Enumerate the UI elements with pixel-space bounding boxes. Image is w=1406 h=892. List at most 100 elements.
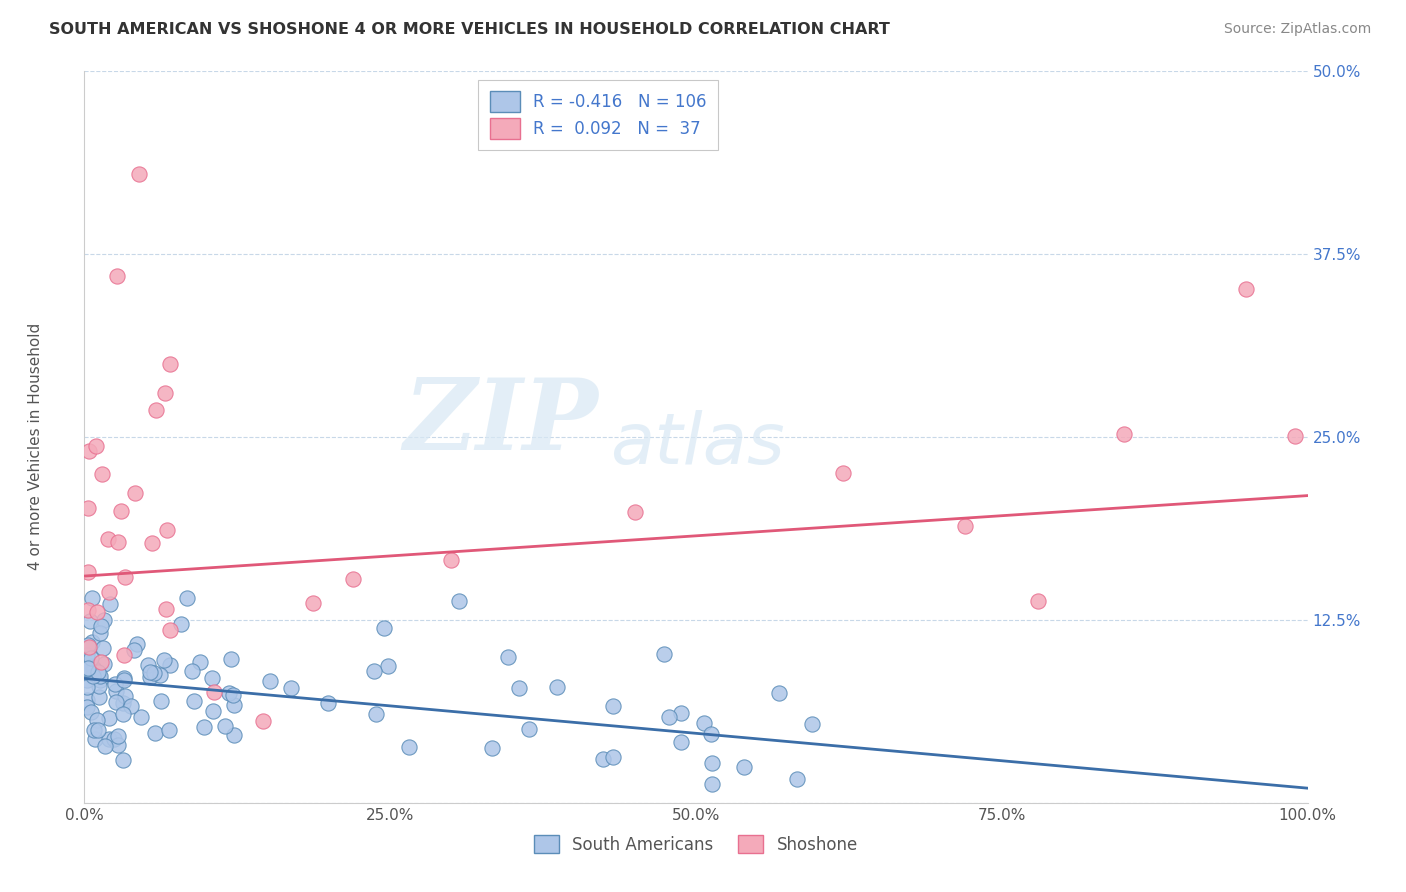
Point bbox=[155, 602, 177, 616]
Point bbox=[76, 700, 98, 714]
Point bbox=[138, 665, 160, 680]
Point bbox=[377, 659, 399, 673]
Point bbox=[652, 647, 675, 661]
Point bbox=[77, 444, 100, 458]
Point bbox=[80, 634, 103, 648]
Point bbox=[91, 641, 114, 656]
Point bbox=[89, 673, 111, 687]
Point bbox=[76, 673, 98, 687]
Point bbox=[110, 503, 132, 517]
Point bbox=[170, 616, 193, 631]
Point bbox=[768, 686, 790, 700]
Point bbox=[105, 269, 128, 284]
Point bbox=[252, 714, 274, 728]
Point bbox=[143, 725, 166, 739]
Point bbox=[86, 605, 108, 619]
Point bbox=[786, 772, 808, 786]
Point bbox=[693, 715, 716, 730]
Point bbox=[280, 681, 302, 695]
Point bbox=[159, 623, 181, 637]
Point bbox=[112, 673, 135, 687]
Legend: South Americans, Shoshone: South Americans, Shoshone bbox=[527, 829, 865, 860]
Point bbox=[114, 689, 136, 703]
Point bbox=[183, 694, 205, 708]
Point bbox=[202, 685, 225, 699]
Point bbox=[125, 636, 148, 650]
Text: SOUTH AMERICAN VS SHOSHONE 4 OR MORE VEHICLES IN HOUSEHOLD CORRELATION CHART: SOUTH AMERICAN VS SHOSHONE 4 OR MORE VEH… bbox=[49, 22, 890, 37]
Point bbox=[124, 486, 146, 500]
Point bbox=[733, 760, 755, 774]
Point bbox=[80, 658, 103, 673]
Point bbox=[97, 731, 120, 746]
Point bbox=[105, 684, 128, 698]
Point bbox=[508, 681, 530, 695]
Point bbox=[77, 641, 100, 656]
Point bbox=[222, 728, 245, 742]
Point bbox=[107, 535, 129, 549]
Point bbox=[76, 648, 98, 662]
Point bbox=[449, 593, 471, 607]
Point bbox=[218, 686, 240, 700]
Point bbox=[82, 591, 104, 605]
Point bbox=[602, 749, 624, 764]
Point bbox=[112, 706, 135, 721]
Point bbox=[373, 621, 395, 635]
Point bbox=[77, 565, 100, 579]
Point bbox=[79, 615, 101, 629]
Point bbox=[112, 671, 135, 685]
Point bbox=[831, 466, 853, 480]
Point bbox=[76, 661, 98, 675]
Point bbox=[156, 523, 179, 537]
Point bbox=[342, 572, 364, 586]
Point bbox=[111, 754, 134, 768]
Point bbox=[90, 619, 112, 633]
Point bbox=[86, 713, 108, 727]
Point bbox=[98, 585, 121, 599]
Text: ZIP: ZIP bbox=[404, 375, 598, 471]
Point bbox=[139, 670, 162, 684]
Point bbox=[104, 695, 127, 709]
Point bbox=[181, 664, 204, 678]
Point bbox=[142, 665, 165, 680]
Point bbox=[83, 662, 105, 676]
Point bbox=[107, 738, 129, 752]
Point bbox=[84, 439, 107, 453]
Point bbox=[517, 722, 540, 736]
Point bbox=[702, 756, 724, 770]
Point bbox=[193, 720, 215, 734]
Point bbox=[107, 729, 129, 743]
Point bbox=[77, 640, 100, 654]
Point bbox=[481, 741, 503, 756]
Point bbox=[96, 533, 118, 547]
Point bbox=[658, 710, 681, 724]
Point bbox=[363, 664, 385, 678]
Point bbox=[104, 677, 127, 691]
Point bbox=[318, 696, 340, 710]
Point bbox=[112, 648, 135, 663]
Point bbox=[202, 704, 225, 718]
Point bbox=[1114, 426, 1136, 441]
Point bbox=[496, 649, 519, 664]
Point bbox=[76, 680, 98, 694]
Point bbox=[669, 735, 692, 749]
Point bbox=[259, 673, 281, 688]
Point bbox=[624, 505, 647, 519]
Point bbox=[82, 661, 104, 675]
Point bbox=[112, 696, 135, 710]
Point bbox=[157, 723, 180, 737]
Point bbox=[87, 723, 110, 738]
Point bbox=[114, 569, 136, 583]
Point bbox=[149, 667, 172, 681]
Point bbox=[80, 705, 103, 719]
Point bbox=[77, 501, 100, 516]
Point bbox=[219, 652, 242, 666]
Point bbox=[700, 727, 723, 741]
Point bbox=[201, 671, 224, 685]
Point bbox=[98, 711, 121, 725]
Text: atlas: atlas bbox=[610, 410, 785, 479]
Point bbox=[440, 553, 463, 567]
Point bbox=[89, 626, 111, 640]
Text: Source: ZipAtlas.com: Source: ZipAtlas.com bbox=[1223, 22, 1371, 37]
Point bbox=[224, 698, 246, 713]
Text: 4 or more Vehicles in Household: 4 or more Vehicles in Household bbox=[28, 322, 42, 570]
